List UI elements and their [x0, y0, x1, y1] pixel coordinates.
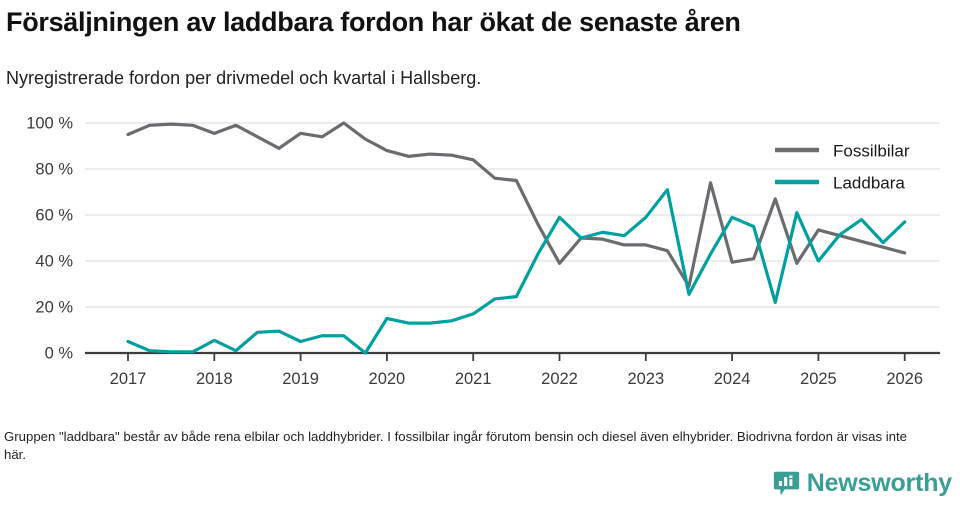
- chart-series-lines: [126, 121, 907, 355]
- x-axis-tick-label: 2020: [369, 370, 406, 388]
- y-axis-tick-label: 60 %: [35, 207, 73, 225]
- series-line-laddbara: [126, 188, 907, 355]
- x-axis-ticks: [127, 353, 906, 361]
- x-axis-tick-label: 2022: [541, 370, 578, 388]
- chart-legend: Fossilbilar Laddbara: [775, 142, 910, 193]
- y-axis-tick-label: 0 %: [45, 345, 74, 363]
- series-line-fossilbilar: [126, 121, 907, 288]
- x-axis-tick-label: 2024: [714, 370, 751, 388]
- x-axis-tick-label: 2019: [282, 370, 319, 388]
- y-axis-tick-labels: 0 % 20 % 40 % 60 % 80 % 100 %: [26, 115, 73, 363]
- y-axis-tick-label: 100 %: [26, 115, 73, 133]
- y-axis-tick-label: 20 %: [35, 299, 73, 317]
- y-axis-tick-label: 80 %: [35, 161, 73, 179]
- x-axis-tick-label: 2018: [196, 370, 233, 388]
- brand-name: Newsworthy: [806, 469, 952, 497]
- x-axis-tick-label: 2026: [886, 370, 923, 388]
- x-axis-tick-label: 2023: [627, 370, 664, 388]
- x-axis-tick-label: 2017: [110, 370, 147, 388]
- bar-chart-speech-bubble-icon: [773, 471, 799, 496]
- legend-label-fossilbilar: Fossilbilar: [833, 142, 910, 161]
- legend-label-laddbara: Laddbara: [833, 174, 905, 193]
- chart-canvas: 0 % 20 % 40 % 60 % 80 % 100 % 2017 2018 2019 202…: [26, 115, 940, 388]
- chart-footnote: Gruppen "laddbara" består av både rena e…: [4, 429, 907, 462]
- chart-gridlines: [85, 122, 940, 355]
- y-axis-tick-label: 40 %: [35, 253, 73, 271]
- line-chart: 0 % 20 % 40 % 60 % 80 % 100 % 2017 2018 2019 202…: [0, 104, 960, 394]
- page-title: Försäljningen av laddbara fordon har öka…: [6, 7, 741, 37]
- page-subtitle: Nyregistrerade fordon per drivmedel och …: [6, 68, 482, 88]
- newsworthy-logo: Newsworthy: [773, 470, 952, 497]
- x-axis-tick-label: 2025: [800, 370, 837, 388]
- x-axis-tick-label: 2021: [455, 370, 492, 388]
- x-axis-tick-labels: 2017 2018 2019 2020 2021 2022 2023 2024 2025 2026: [110, 370, 923, 388]
